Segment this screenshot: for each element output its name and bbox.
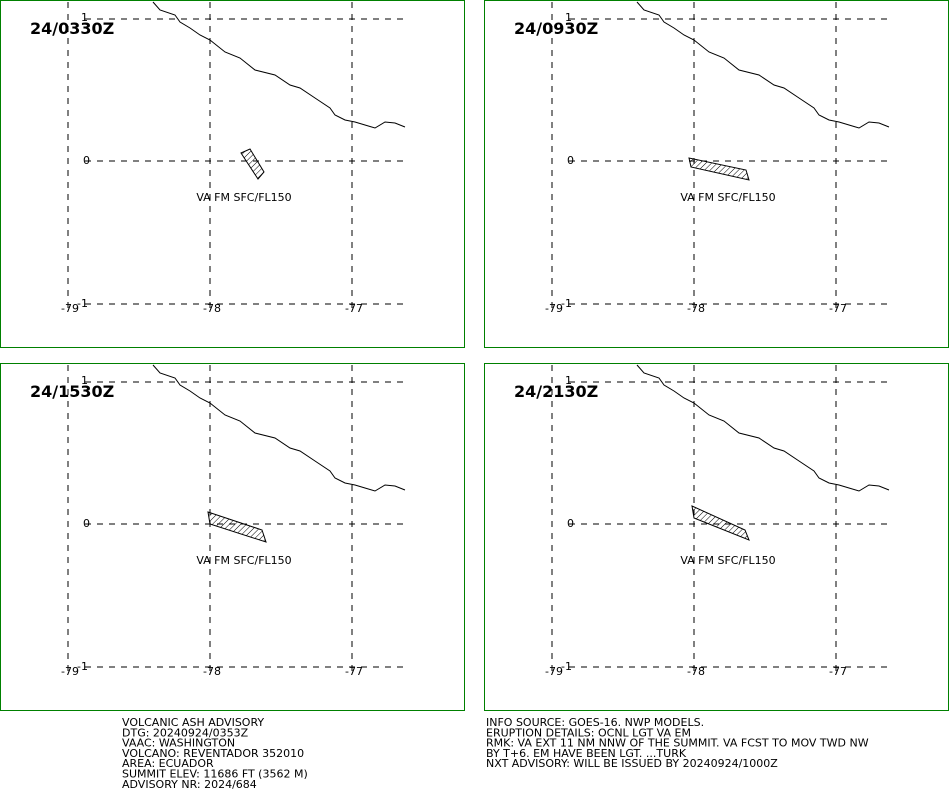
lat-label: 0 [567,154,574,167]
coastline [152,1,406,129]
coastline [152,364,406,492]
lon-label: -79 [61,665,79,678]
lat-label: -1 [77,297,88,310]
footer-line: VOLCANIC ASH ADVISORY [122,716,264,729]
lon-label: -78 [687,302,705,315]
ash-area [240,148,265,180]
lon-label: -77 [829,302,847,315]
area-label: VA FM SFC/FL150 [680,191,775,204]
footer-line: AREA: ECUADOR [122,757,214,770]
area-label: VA FM SFC/FL150 [680,554,775,567]
lon-label: -78 [203,302,221,315]
ash-area [688,157,750,181]
lat-label: 1 [81,11,88,24]
coastline [636,364,890,492]
panel-time: 24/2130Z [514,382,598,401]
panel: 1 0 -1-79 -78 -77 24/0330Z VA FM SFC/FL150 [0,0,465,348]
lat-label: 1 [565,11,572,24]
lat-label: 1 [565,374,572,387]
panel-border [484,363,949,711]
footer-line: SUMMIT ELEV: 11686 FT (3562 M) [122,768,308,781]
panel: 1 0 -1-79 -78 -77 24/0930Z VA FM SFC/FL150 [484,0,949,348]
footer-line: RMK: VA EXT 11 NM NNW OF THE SUMMIT. VA … [486,737,869,750]
lon-label: -79 [61,302,79,315]
panel-time: 24/1530Z [30,382,114,401]
lon-label: -77 [345,665,363,678]
lat-label: 0 [83,517,90,530]
lat-label: -1 [77,660,88,673]
footer-line: VAAC: WASHINGTON [122,737,235,750]
lon-label: -78 [687,665,705,678]
lat-label: 0 [567,517,574,530]
footer-line: NXT ADVISORY: WILL BE ISSUED BY 20240924… [486,757,778,770]
panel: 1 0 -1-79 -78 -77 24/2130Z VA FM SFC/FL150 [484,363,949,711]
footer-line: INFO SOURCE: GOES-16. NWP MODELS. [486,716,704,729]
footer-line: BY T+6. EM HAVE BEEN LGT. ...TURK [486,747,687,760]
lon-label: -79 [545,665,563,678]
lon-label: -77 [345,302,363,315]
panel-border [0,363,465,711]
footer-line: ADVISORY NR: 2024/684 [122,778,257,791]
ash-area [207,511,267,543]
footer-line: ERUPTION DETAILS: OCNL LGT VA EM [486,726,691,739]
lon-label: -77 [829,665,847,678]
lon-label: -78 [203,665,221,678]
coastline [636,1,890,129]
lon-label: -79 [545,302,563,315]
lat-label: 1 [81,374,88,387]
panel-time: 24/0930Z [514,19,598,38]
ash-area [691,505,750,541]
area-label: VA FM SFC/FL150 [196,554,291,567]
panel-border [484,0,949,348]
lat-label: -1 [561,297,572,310]
area-label: VA FM SFC/FL150 [196,191,291,204]
panel-border [0,0,465,348]
lat-label: 0 [83,154,90,167]
footer-line: DTG: 20240924/0353Z [122,726,249,739]
panel-time: 24/0330Z [30,19,114,38]
footer-line: VOLCANO: REVENTADOR 352010 [122,747,304,760]
panel: 1 0 -1-79 -78 -77 24/1530Z VA FM SFC/FL150 [0,363,465,711]
lat-label: -1 [561,660,572,673]
